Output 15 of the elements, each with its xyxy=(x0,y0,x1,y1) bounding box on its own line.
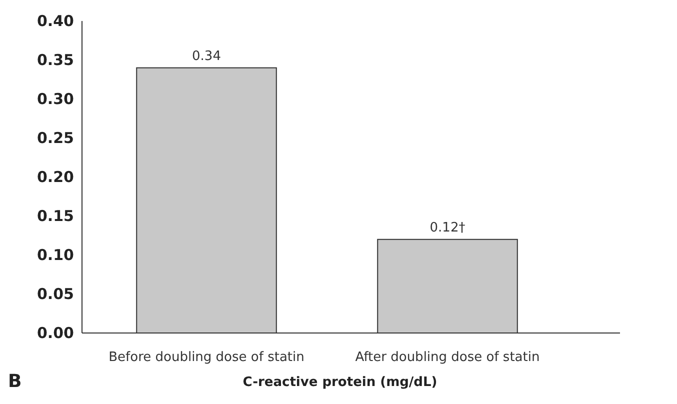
data-label: 0.34 xyxy=(192,48,221,64)
y-tick-label: 0.15 xyxy=(36,206,74,225)
x-axis-title: C-reactive protein (mg/dL) xyxy=(242,375,438,390)
y-tick-label: 0.35 xyxy=(36,50,74,69)
y-tick-label: 0.10 xyxy=(36,246,74,264)
y-tick-label: 0.25 xyxy=(36,128,74,147)
y-tick-label: 0.30 xyxy=(36,90,74,108)
x-tick-label: Before doubling dose of statin xyxy=(108,350,304,365)
data-label: 0.12† xyxy=(430,220,466,236)
y-tick-label: 0.20 xyxy=(36,168,74,186)
y-tick-label: 0.00 xyxy=(36,324,74,342)
y-tick-label: 0.05 xyxy=(36,284,74,303)
y-tick-label: 0.40 xyxy=(36,12,74,30)
text: B xyxy=(8,371,22,392)
x-tick-label: After doubling dose of statin xyxy=(355,350,540,365)
